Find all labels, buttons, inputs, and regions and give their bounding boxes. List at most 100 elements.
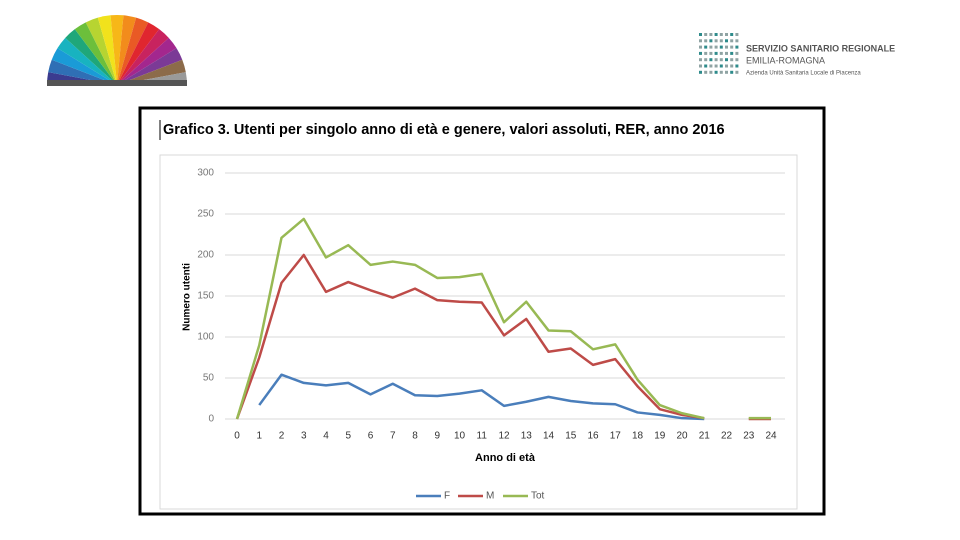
x-tick-label: 1 — [256, 431, 262, 442]
series-line — [258, 373, 705, 421]
logo-dot — [714, 39, 718, 43]
logo-dot — [699, 64, 702, 68]
logo-dot — [704, 39, 708, 43]
logo-dot — [730, 39, 734, 43]
fan-wedge — [110, 15, 124, 86]
fan-wedge — [51, 48, 117, 85]
logo-dot — [725, 39, 728, 43]
legend-label: M — [486, 491, 494, 502]
logo-dot — [699, 70, 702, 74]
logo-dot — [730, 70, 734, 74]
fan-wedge — [48, 59, 118, 85]
x-tick-label: 23 — [743, 431, 755, 442]
org-name: SERVIZIO SANITARIO REGIONALE — [746, 43, 895, 53]
logo-dot — [735, 58, 739, 62]
x-tick-label: 22 — [721, 431, 733, 442]
x-tick-label: 8 — [412, 431, 418, 442]
x-axis-label: Anno di età — [475, 452, 536, 464]
logo-dot — [704, 64, 708, 68]
logo-dot — [719, 33, 723, 36]
fan-wedge — [97, 15, 117, 86]
logo-dot — [719, 70, 723, 74]
logo-dot — [714, 64, 718, 68]
x-tick-label: 18 — [632, 431, 644, 442]
fan-wedge — [117, 37, 177, 85]
x-tick-label: 21 — [699, 431, 711, 442]
fan-wedge — [74, 22, 117, 85]
logo-dot — [699, 51, 702, 55]
x-tick-label: 15 — [565, 431, 577, 442]
x-tick-label: 5 — [345, 431, 351, 442]
y-tick-label: 100 — [197, 332, 214, 343]
logo-dot — [725, 33, 728, 36]
logo-dot — [704, 45, 708, 49]
logo-dot — [709, 39, 713, 43]
x-tick-label: 14 — [543, 431, 555, 442]
logo-dot — [725, 58, 728, 62]
x-tick-label: 3 — [301, 431, 307, 442]
x-tick-label: 0 — [234, 431, 240, 442]
logo-dot — [719, 45, 723, 49]
logo-dot — [704, 51, 708, 55]
x-tick-label: 9 — [434, 431, 440, 442]
x-tick-label: 24 — [765, 431, 777, 442]
legend-label: Tot — [531, 491, 545, 502]
logo-dot — [730, 64, 734, 68]
fan-wedge — [117, 48, 183, 85]
logo-dot — [699, 39, 702, 43]
logo-dot — [699, 45, 702, 49]
logo-dot — [709, 33, 713, 36]
org-unit: Azienda Unità Sanitaria Locale di Piacen… — [746, 71, 861, 77]
fan-wedge — [57, 37, 117, 85]
fan-wedge — [117, 59, 186, 85]
logo-dot — [725, 45, 728, 49]
logo-dot — [719, 51, 723, 55]
logo-dot — [704, 58, 708, 62]
logo-dot — [735, 33, 739, 36]
x-tick-label: 20 — [676, 431, 688, 442]
x-tick-label: 16 — [587, 431, 599, 442]
logo-dot — [709, 70, 713, 74]
x-tick-label: 13 — [521, 431, 533, 442]
logo-dot — [709, 58, 713, 62]
fan-wedge — [117, 29, 169, 85]
logo-dot — [730, 51, 734, 55]
logo-dot — [725, 51, 728, 55]
x-tick-label: 2 — [279, 431, 285, 442]
chart-title: Grafico 3. Utenti per singolo anno di et… — [163, 122, 725, 138]
logo-dot — [714, 70, 718, 74]
logo-dot — [714, 58, 718, 62]
x-tick-label: 10 — [454, 431, 466, 442]
logo-dot — [735, 51, 739, 55]
fan-wedge — [117, 15, 137, 86]
logo-dot — [730, 45, 734, 49]
logo-dot — [714, 51, 718, 55]
fan-base — [47, 80, 187, 86]
logo-dot — [704, 33, 708, 36]
y-tick-label: 200 — [197, 250, 214, 261]
logo-dot — [709, 45, 713, 49]
logo-fan — [47, 15, 187, 86]
logo-dot — [709, 64, 713, 68]
logo-dot — [719, 58, 723, 62]
x-tick-label: 6 — [368, 431, 374, 442]
x-tick-label: 11 — [477, 431, 488, 442]
logo-dot — [709, 51, 713, 55]
logo-dot — [725, 64, 728, 68]
y-tick-label: 0 — [208, 414, 214, 425]
logo-dot — [730, 58, 734, 62]
logo-dot — [735, 45, 739, 49]
logo-dot — [699, 33, 702, 36]
series-line — [235, 217, 771, 420]
y-tick-label: 250 — [197, 209, 214, 220]
x-tick-label: 12 — [498, 431, 510, 442]
org-region: EMILIA-ROMAGNA — [746, 55, 825, 65]
logo-dot — [735, 64, 739, 68]
y-tick-label: 300 — [197, 168, 214, 179]
fan-wedge — [117, 22, 160, 85]
x-tick-label: 4 — [323, 431, 329, 442]
logo-dot — [704, 70, 708, 74]
y-axis-label: Numero utenti — [182, 263, 193, 331]
logo-dot — [714, 33, 718, 36]
